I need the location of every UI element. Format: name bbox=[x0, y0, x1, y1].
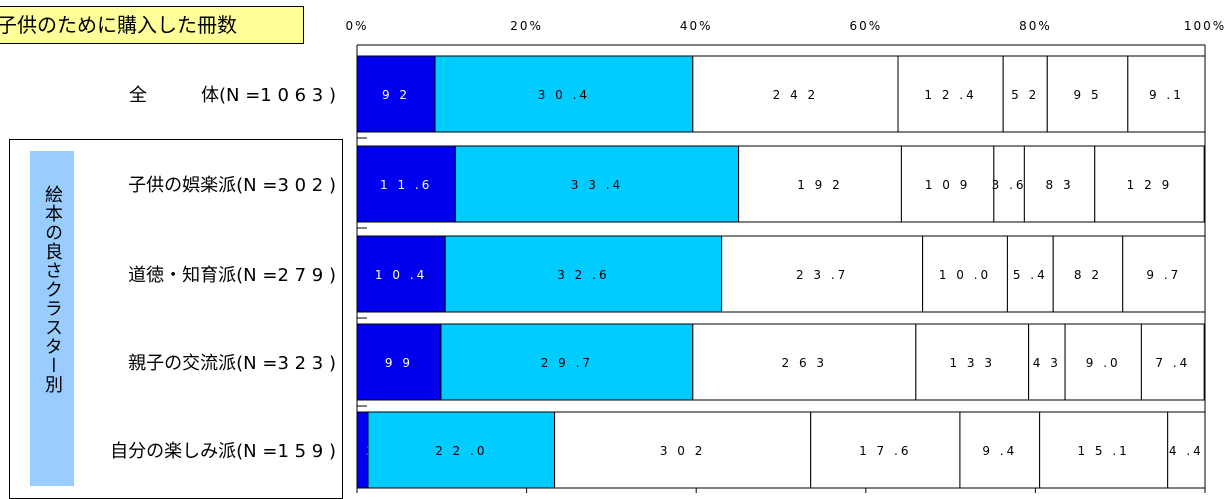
data-label: 1 1 .6 bbox=[380, 178, 432, 192]
x-tick-label: 100% bbox=[1184, 19, 1226, 33]
category-label: 自分の楽しみ派(N =1 5 9 ) bbox=[110, 441, 336, 462]
bar-segment bbox=[356, 235, 446, 313]
data-label: 5 .4 bbox=[1013, 268, 1048, 282]
x-tick-label: 20% bbox=[510, 19, 543, 33]
row-labels: 全 体(N =1 0 6 3 ) 子供の娯楽派(N =3 0 2 ) 道徳・知育派(… bbox=[110, 85, 336, 462]
bar-segment bbox=[1140, 323, 1205, 401]
bar-segment bbox=[454, 145, 740, 223]
bar-segment bbox=[1039, 411, 1169, 489]
bar-segment bbox=[356, 145, 456, 223]
bar-segment bbox=[440, 323, 694, 401]
bar-segment bbox=[915, 323, 1030, 401]
bar-segment bbox=[738, 145, 902, 223]
data-label: 1 2 .4 bbox=[924, 88, 976, 102]
data-label: 2 2 .0 bbox=[435, 444, 487, 458]
bar-segment bbox=[444, 235, 723, 313]
chart-title: 子供のために購入した冊数 bbox=[0, 6, 304, 44]
x-tick-label: 60% bbox=[849, 19, 882, 33]
bar-segment bbox=[959, 411, 1041, 489]
data-label: 3 2 .6 bbox=[557, 268, 609, 282]
data-label: 3 0 .4 bbox=[538, 88, 590, 102]
data-label: 9 2 bbox=[382, 88, 410, 102]
bar-segment bbox=[810, 411, 961, 489]
bar-segment bbox=[1122, 235, 1206, 313]
bars: 9 2 3 0 .4 2 4 2 1 2 .4 5 2 9 5 9 .1 1 1 .6 3 3 … bbox=[348, 55, 1206, 489]
data-label: 3 .6 bbox=[992, 178, 1027, 192]
x-tick-label: 40% bbox=[680, 19, 713, 33]
data-label: 9 9 bbox=[385, 356, 413, 370]
data-label: 9 .0 bbox=[1086, 356, 1121, 370]
bar-segment bbox=[1046, 55, 1129, 133]
data-label: 3 0 2 bbox=[660, 444, 706, 458]
bar-segment bbox=[1094, 145, 1205, 223]
bar-segment bbox=[356, 323, 442, 401]
bar-segment bbox=[993, 145, 1025, 223]
data-label: 7 .4 bbox=[1155, 356, 1190, 370]
bar-segment bbox=[1127, 55, 1206, 133]
data-label: 4 3 bbox=[1033, 356, 1061, 370]
data-label: 2 9 .7 bbox=[541, 356, 593, 370]
bar-segment bbox=[367, 411, 556, 489]
bar-segment bbox=[1006, 235, 1054, 313]
data-label: 9 5 bbox=[1074, 88, 1102, 102]
cluster-group-label: 絵本の良さクラスター別 bbox=[30, 151, 74, 486]
x-axis-ticks: 0% 20% 40% 60% 80% 100% bbox=[345, 19, 1226, 33]
data-label: 9 .7 bbox=[1146, 268, 1181, 282]
data-label: 5 2 bbox=[1011, 88, 1039, 102]
bar-segment bbox=[897, 55, 1004, 133]
data-label: 1 3 3 bbox=[949, 356, 995, 370]
data-label: 3 3 .4 bbox=[571, 178, 623, 192]
cluster-group-label-text: 絵本の良さクラスター別 bbox=[42, 185, 63, 394]
bar-segment bbox=[356, 55, 436, 133]
data-label: 9 .4 bbox=[982, 444, 1017, 458]
data-label: 1 2 9 bbox=[1127, 178, 1173, 192]
data-label: 1 0 9 bbox=[925, 178, 971, 192]
x-tick-label: 80% bbox=[1019, 19, 1052, 33]
bar-segment bbox=[1167, 411, 1206, 489]
data-label: 8 3 bbox=[1046, 178, 1074, 192]
category-label: 道徳・知育派(N =2 7 9 ) bbox=[128, 265, 336, 286]
data-label: 9 .1 bbox=[1149, 88, 1184, 102]
data-label: 1 9 2 bbox=[797, 178, 843, 192]
category-label: 全 体(N =1 0 6 3 ) bbox=[129, 85, 336, 106]
data-label: 2 3 .7 bbox=[796, 268, 848, 282]
bar-segment bbox=[434, 55, 694, 133]
data-label: 2 6 3 bbox=[782, 356, 828, 370]
data-label: 8 2 bbox=[1074, 268, 1102, 282]
x-tick-label: 0% bbox=[345, 19, 368, 33]
data-label: 1 0 .0 bbox=[939, 268, 991, 282]
data-label: 1 7 .6 bbox=[859, 444, 911, 458]
data-label: 1 5 .1 bbox=[1077, 444, 1129, 458]
category-label: 子供の娯楽派(N =3 0 2 ) bbox=[128, 175, 336, 196]
bar-segment bbox=[900, 145, 995, 223]
data-label: 2 4 2 bbox=[773, 88, 819, 102]
bar-segment bbox=[1023, 145, 1096, 223]
bar-segment bbox=[721, 235, 924, 313]
category-label: 親子の交流派(N =3 2 3 ) bbox=[128, 353, 336, 374]
data-label: 1 0 .4 bbox=[375, 268, 427, 282]
data-label: 1 3 bbox=[348, 444, 376, 458]
bar-segment bbox=[692, 55, 899, 133]
data-label: 4 .4 bbox=[1169, 444, 1204, 458]
